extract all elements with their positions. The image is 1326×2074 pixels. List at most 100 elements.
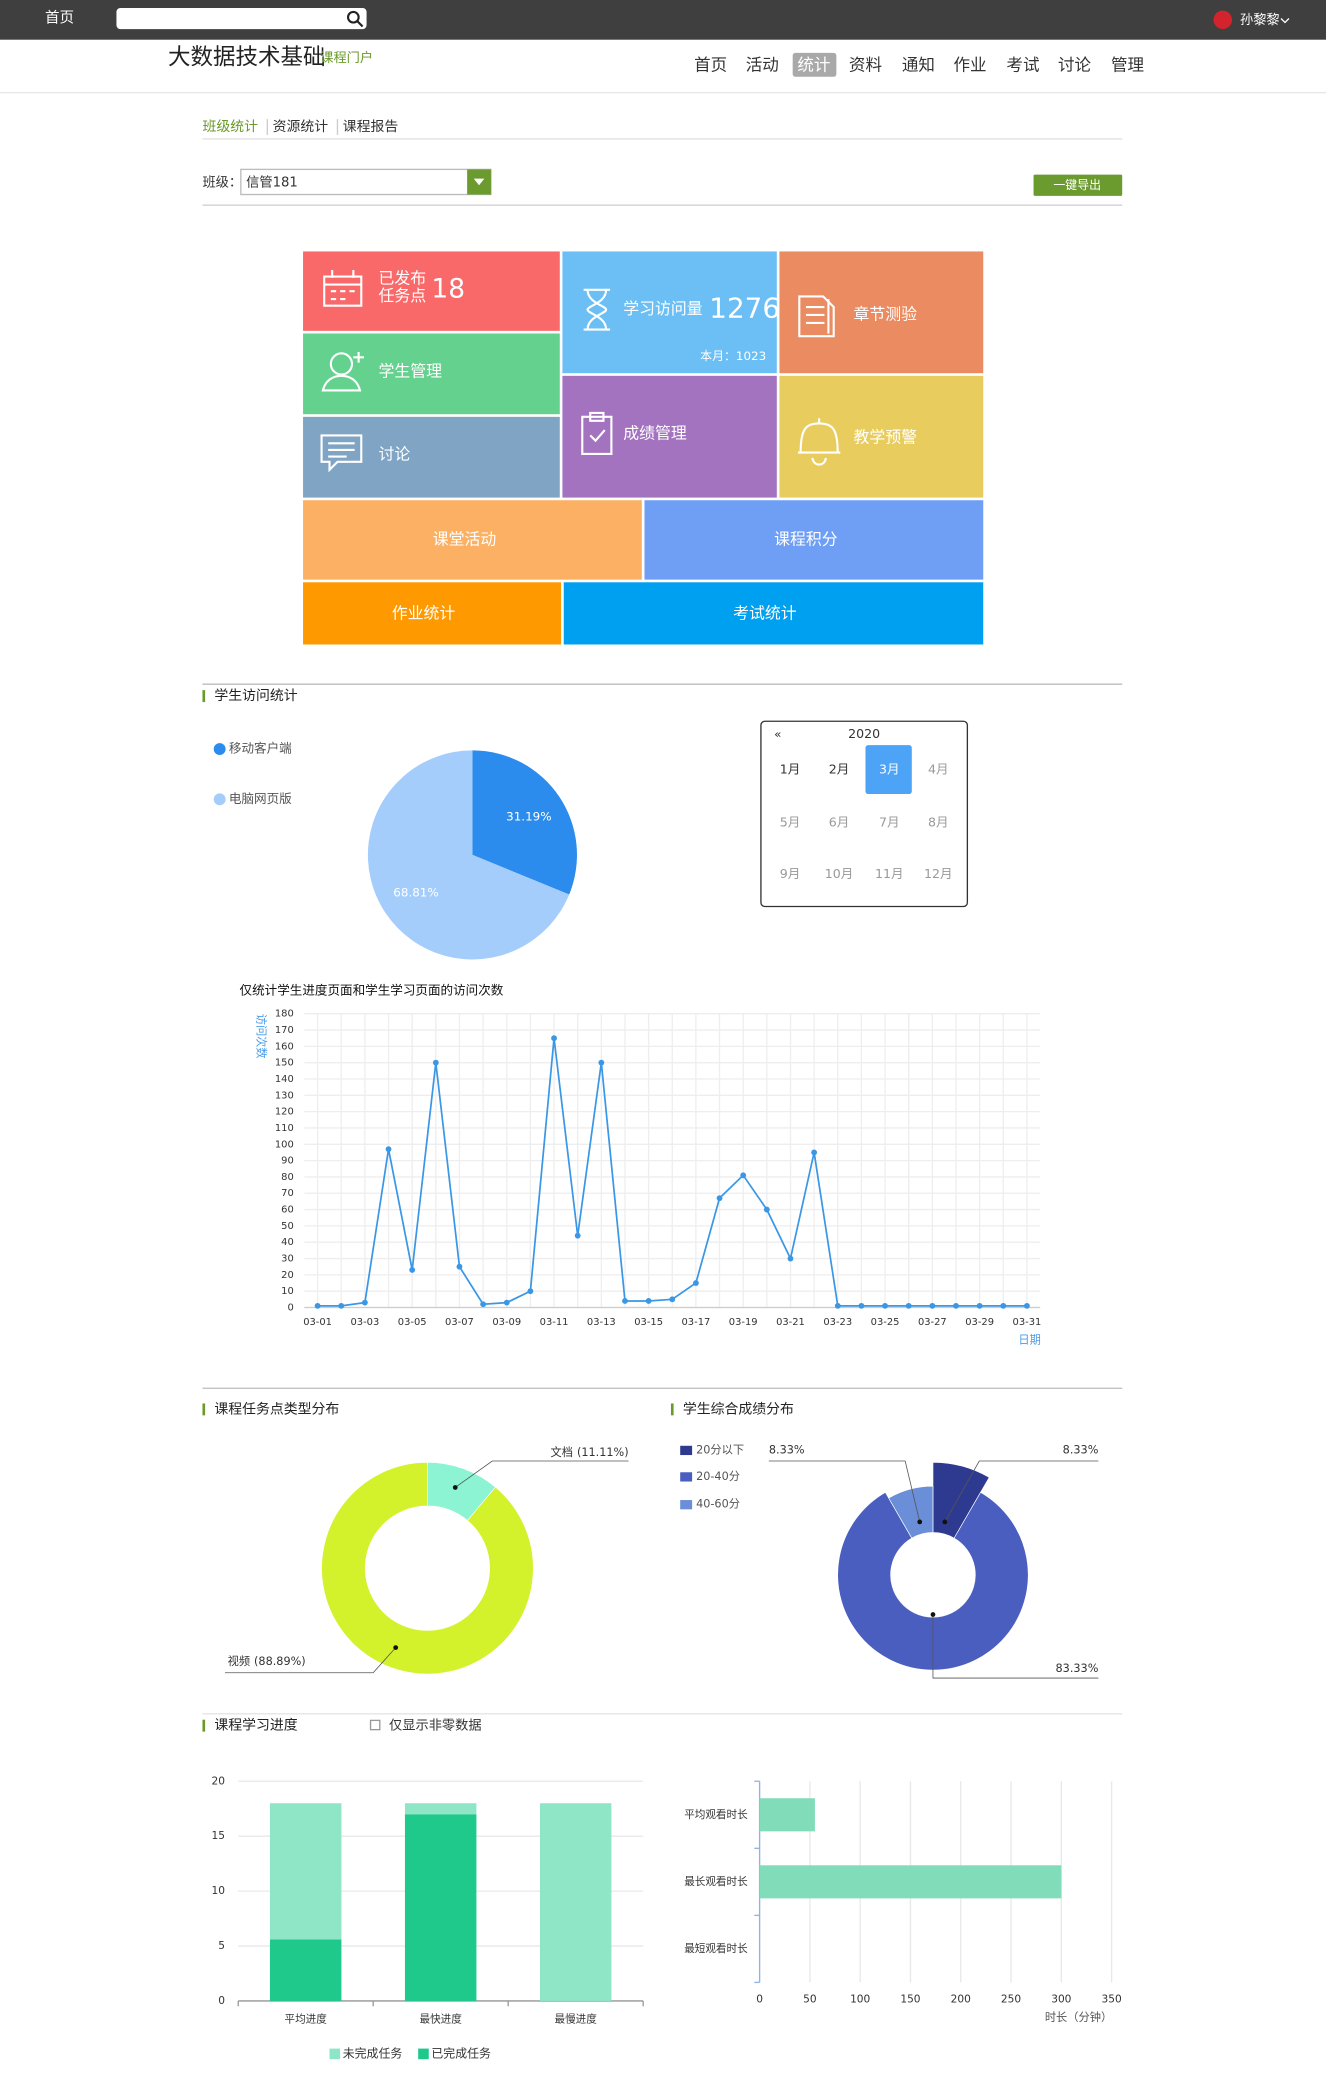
nav-item[interactable]: 讨论 [1058,56,1092,75]
legend-swatch [680,1445,693,1456]
calendar-month[interactable]: 8月 [928,815,949,830]
search-icon[interactable] [346,10,364,28]
x-tick-label: 平均进度 [285,2012,328,2025]
x-tick-label: 03-23 [823,1317,852,1328]
tile-label[interactable]: 考试统计 [733,604,797,623]
bar-segment [269,1939,342,2001]
calendar-month[interactable]: 10月 [825,866,854,881]
tile[interactable] [303,500,642,580]
slice-label: 视频 (88.89%) [228,1654,306,1668]
bar-segment [269,1803,342,1940]
nav-item[interactable]: 资料 [849,56,882,75]
tile[interactable] [779,251,984,374]
checkbox[interactable] [369,1719,381,1731]
tile[interactable] [303,251,560,331]
calendar-month[interactable]: 7月 [879,815,900,830]
tab[interactable]: 课程报告 [343,119,399,135]
y-tick-label: 130 [275,1090,294,1101]
tile-label[interactable]: 作业统计 [392,604,456,623]
point [480,1301,487,1308]
tile-label[interactable]: 学生管理 [378,361,442,380]
y-tick-label: 120 [275,1107,294,1118]
x-tick-label: 03-27 [918,1317,947,1328]
tile-icon [583,288,611,331]
section-marker [202,690,206,703]
point [432,1059,439,1066]
tile[interactable] [563,582,984,645]
nav-item[interactable]: 通知 [902,56,935,75]
month-value: 1023 [736,348,766,362]
x-axis-label: 日期 [1018,1334,1040,1347]
calendar-month[interactable]: 5月 [780,815,801,830]
bar-segment [404,1803,477,1815]
calendar-month[interactable]: 12月 [924,866,953,881]
tile-label[interactable]: 教学预警 [854,428,918,447]
tile-label[interactable]: 课程积分 [774,529,838,548]
tile-label[interactable]: 成绩管理 [623,424,687,443]
class-value[interactable]: 信管181 [246,175,298,191]
y-tick-label: 150 [275,1058,294,1069]
nav-item[interactable]: 作业 [953,56,986,75]
user-name[interactable]: 孙黎黎 [1240,12,1280,28]
leader-dot [452,1485,458,1490]
slice-value: 8.33% [1063,1443,1099,1456]
export-label[interactable]: 一键导出 [1053,178,1101,192]
tile-label[interactable]: 章节测验 [854,304,918,323]
x-tick-label: 03-05 [398,1317,427,1328]
donut-slice [837,1491,1029,1671]
select-arrow[interactable] [473,178,485,186]
nav-item[interactable]: 活动 [746,56,779,75]
calendar-month[interactable]: 1月 [780,762,801,777]
export-button[interactable] [1033,174,1123,196]
point [929,1302,936,1309]
point [598,1059,605,1066]
section-title: 课程任务点类型分布 [214,1401,339,1417]
legend-label: 20-40分 [696,1470,740,1483]
tile[interactable] [303,582,562,645]
tile-label[interactable]: 讨论 [378,445,410,464]
point [716,1195,723,1202]
calendar-month[interactable]: 3月 [879,762,900,777]
chart-title: 仅统计学生进度页面和学生学习页面的访问次数 [240,983,504,998]
slice-label: 31.19% [506,810,551,824]
tile-label[interactable]: 课堂活动 [433,529,497,548]
tile-icon [581,411,613,455]
user-caret[interactable] [1280,18,1290,24]
tab[interactable]: 班级统计 [202,119,258,135]
bar-segment [404,1814,477,2001]
checkbox-label[interactable]: 仅显示非零数据 [389,1718,482,1734]
calendar-prev[interactable]: « [774,727,781,741]
home-link[interactable]: 首页 [45,10,74,27]
point [858,1302,865,1309]
tile[interactable] [562,251,777,374]
point [692,1280,699,1286]
leader-dot [917,1519,923,1525]
x-tick-label: 最快进度 [420,2012,463,2025]
nav-item[interactable]: 首页 [694,56,727,75]
tile-label[interactable]: 学习访问量 [623,299,702,318]
legend-swatch [213,793,226,806]
nav-item[interactable]: 考试 [1006,56,1039,75]
point [740,1172,747,1179]
y-tick-label: 60 [281,1205,294,1216]
x-tick-label: 200 [951,1994,971,2006]
calendar-month[interactable]: 6月 [829,815,850,830]
calendar-month[interactable]: 9月 [780,866,801,881]
tile-label[interactable]: 已发布 [378,269,426,288]
point [811,1149,818,1156]
nav-item[interactable]: 统计 [797,56,830,75]
search-box[interactable] [116,7,367,30]
slice-name: 文档 [551,1445,573,1459]
avatar[interactable] [1213,10,1233,30]
slice-value: (88.89%) [254,1655,306,1668]
calendar-month[interactable]: 11月 [875,866,904,881]
legend-label: 40-60分 [696,1498,740,1511]
tile[interactable] [779,375,984,498]
tab[interactable]: 资源统计 [273,119,329,135]
point [669,1296,676,1303]
tile[interactable] [644,500,984,580]
nav-item[interactable]: 管理 [1111,56,1144,75]
calendar-month[interactable]: 4月 [928,762,949,777]
calendar-month[interactable]: 2月 [829,762,850,777]
x-tick-label: 03-25 [871,1317,900,1328]
